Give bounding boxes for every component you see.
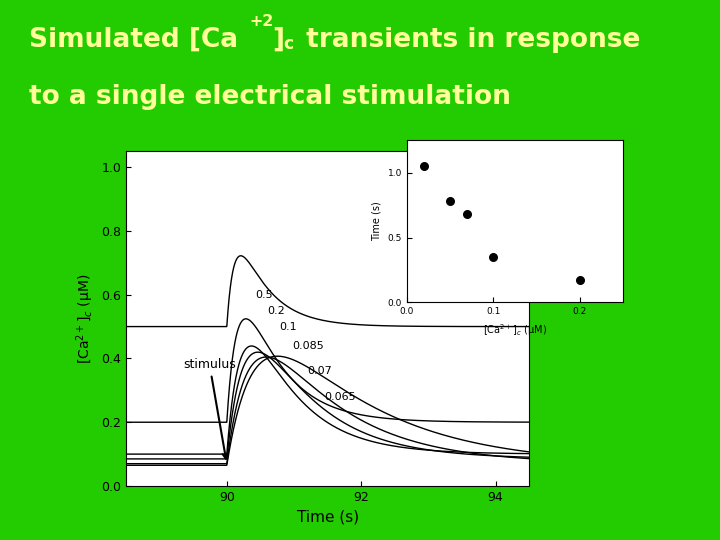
Text: ]: ] [272,27,284,53]
Text: transients in response: transients in response [297,27,641,53]
Point [462,210,473,219]
Text: +2: +2 [249,14,274,29]
Point [487,253,499,261]
X-axis label: [Ca$^{2+}$]$_c$ (μM): [Ca$^{2+}$]$_c$ (μM) [482,322,547,338]
Y-axis label: Time (s): Time (s) [372,201,382,241]
Text: to a single electrical stimulation: to a single electrical stimulation [29,84,510,110]
Text: 0.2: 0.2 [267,306,285,315]
Text: Simulated [Ca: Simulated [Ca [29,27,238,53]
Y-axis label: [Ca$^{2+}$]$_c$ (μM): [Ca$^{2+}$]$_c$ (μM) [74,273,96,364]
Point [444,197,456,206]
Text: stimulus: stimulus [183,358,236,458]
Point [574,276,585,285]
Text: 0.1: 0.1 [279,322,297,332]
Text: 0.065: 0.065 [324,392,356,402]
Text: 0.085: 0.085 [292,341,324,350]
Point [418,162,430,171]
Text: 0.07: 0.07 [307,366,332,376]
Text: 0.5: 0.5 [255,289,273,300]
Text: c: c [283,35,293,53]
X-axis label: Time (s): Time (s) [297,509,359,524]
